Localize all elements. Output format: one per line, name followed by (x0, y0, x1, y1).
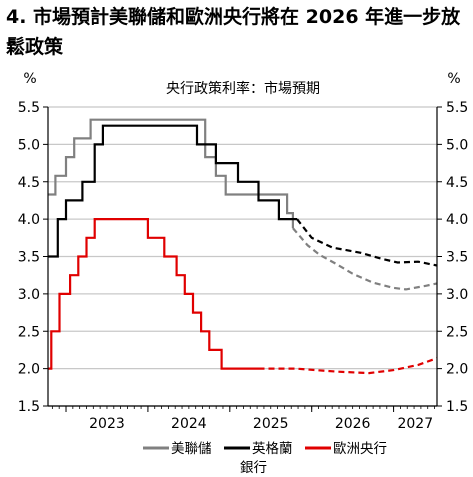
y-tick-label-right: 4.0 (446, 212, 468, 228)
legend-label-1: 英格蘭 (252, 440, 293, 457)
y-tick-label-left: 4.0 (18, 212, 40, 228)
y-tick-label-right: 4.5 (446, 175, 468, 191)
y-tick-label-left: 3.0 (18, 287, 40, 303)
y-tick-label-left: 4.5 (18, 175, 40, 191)
y-axis-unit-left: % (23, 71, 36, 87)
legend-label-0: 美聯儲 (171, 441, 212, 457)
series-line-2 (48, 218, 259, 370)
axes: 1.5 1.5 2.0 2.0 2.5 2.5 3.0 3.0 3.5 3.5 4.0 4.0 4.5 4… (18, 100, 469, 432)
legend-label-1-line2: 銀行 (240, 460, 267, 476)
y-tick-label-left: 2.0 (18, 362, 40, 378)
gridlines (48, 106, 437, 407)
x-tick-label: 2027 (397, 416, 433, 432)
y-tick-label-left: 3.5 (18, 250, 40, 266)
chart-subtitle: 央行政策利率：市場預期 (166, 80, 320, 97)
series-line-1 (48, 124, 297, 258)
legend-label-2: 歐洲央行 (333, 441, 387, 457)
y-tick-label-right: 3.0 (446, 287, 468, 303)
y-tick-label-left: 5.0 (18, 137, 40, 153)
x-tick-label: 2026 (335, 416, 371, 432)
series-forecast-line-0 (292, 227, 438, 291)
y-tick-label-right: 2.5 (446, 324, 468, 340)
series-group (48, 118, 438, 375)
y-tick-label-right: 3.5 (446, 250, 468, 266)
y-axis-unit-right: % (447, 71, 460, 87)
y-tick-label-right: 1.5 (446, 399, 468, 415)
y-tick-label-left: 5.5 (18, 100, 40, 116)
chart-title: 4. 市場預計美聯儲和歐洲央行將在 2026 年進一步放鬆政策 (6, 6, 461, 58)
y-tick-label-right: 5.5 (446, 100, 468, 116)
y-tick-label-right: 2.0 (446, 362, 468, 378)
series-line-0 (48, 118, 294, 229)
series-forecast-line-2 (258, 357, 438, 375)
y-tick-label-left: 1.5 (18, 399, 40, 415)
series-forecast-line-1 (296, 218, 438, 267)
y-tick-label-right: 5.0 (446, 137, 468, 153)
x-tick-label: 2025 (253, 416, 289, 432)
x-tick-label: 2024 (171, 416, 207, 432)
y-tick-label-left: 2.5 (18, 324, 40, 340)
x-tick-label: 2023 (89, 416, 125, 432)
